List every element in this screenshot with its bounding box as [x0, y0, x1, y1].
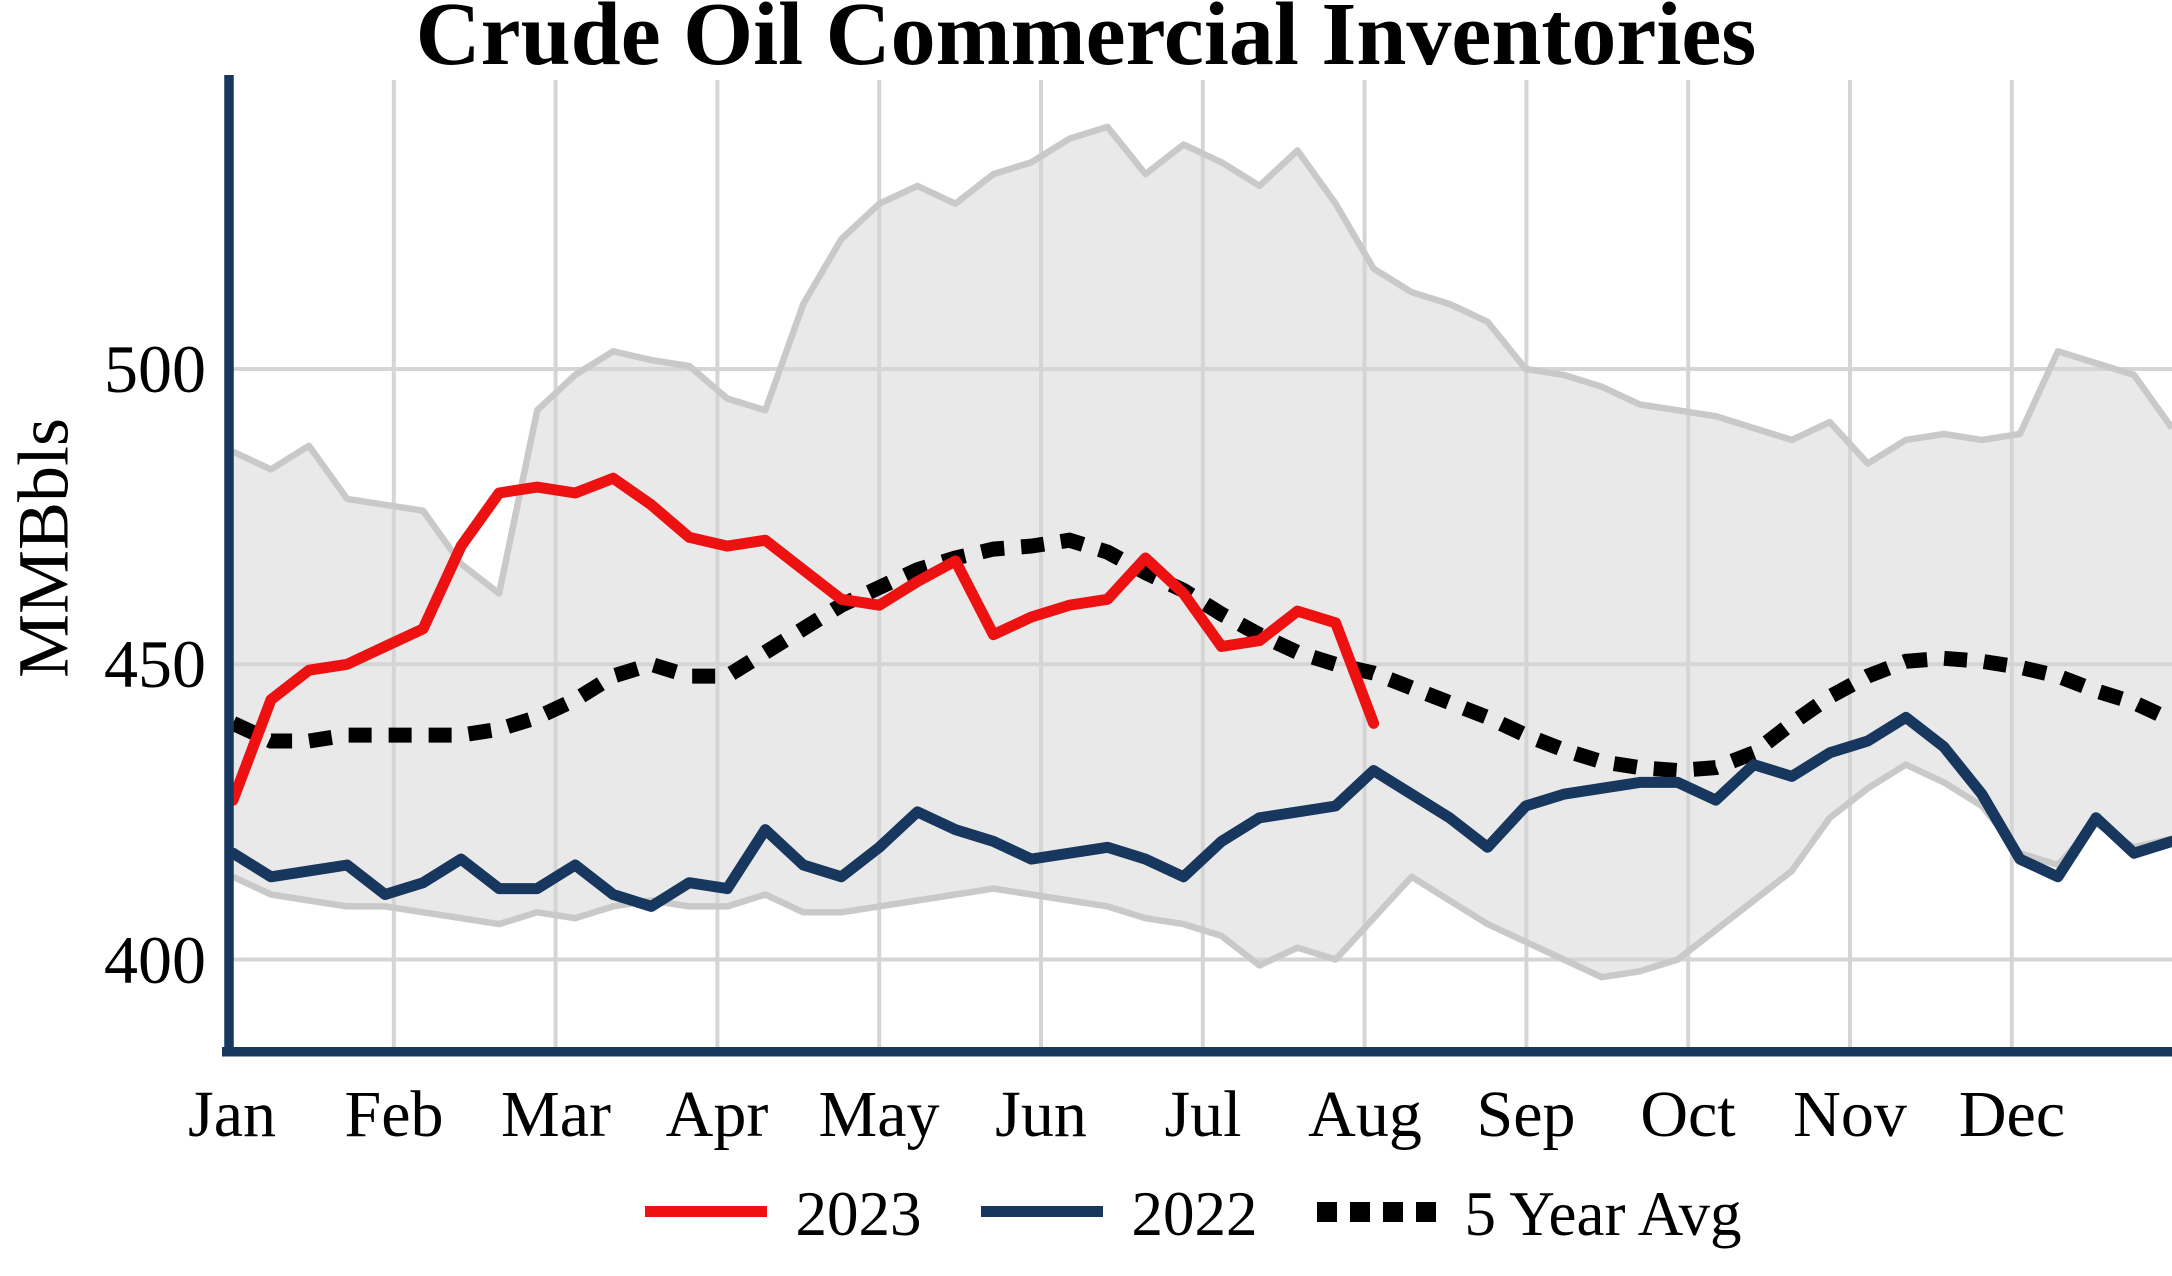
legend-dashed-line-icon — [1317, 1201, 1437, 1222]
legend-item-5-year-avg: 5 Year Avg — [1317, 1179, 1742, 1249]
legend-item-2022: 2022 — [981, 1179, 1258, 1249]
band-bottom-edge — [231, 761, 2172, 981]
y-tick-label: 500 — [104, 331, 206, 407]
legend-label: 2023 — [795, 1179, 922, 1249]
x-tick-label-feb: Feb — [344, 1078, 444, 1151]
x-tick-label-nov: Nov — [1793, 1078, 1907, 1151]
legend-line-icon — [981, 1206, 1104, 1218]
legend-line-icon — [645, 1206, 768, 1218]
x-tick-label-jan: Jan — [188, 1078, 276, 1151]
legend-label: 5 Year Avg — [1464, 1179, 1742, 1249]
x-tick-label-jun: Jun — [995, 1078, 1087, 1151]
series-2022-line — [227, 711, 2172, 912]
legend: 2023 2022 5 Year Avg — [0, 1179, 2172, 1249]
x-tick-label-oct: Oct — [1640, 1078, 1736, 1151]
x-tick-label-aug: Aug — [1308, 1078, 1422, 1151]
y-tick-label: 450 — [104, 626, 206, 702]
x-tick-label-apr: Apr — [665, 1078, 769, 1151]
x-tick-label-may: May — [818, 1078, 940, 1151]
y-tick-label: 400 — [104, 922, 206, 998]
series-2023-line — [227, 472, 1380, 806]
x-tick-label-sep: Sep — [1476, 1078, 1576, 1151]
x-tick-label-dec: Dec — [1958, 1078, 2066, 1151]
chart-title: Crude Oil Commercial Inventories — [415, 0, 1757, 84]
x-axis — [222, 1047, 2172, 1057]
legend-label: 2022 — [1131, 1179, 1258, 1249]
legend-item-2023: 2023 — [645, 1179, 922, 1249]
x-tick-label-mar: Mar — [501, 1078, 611, 1151]
y-axis — [224, 75, 234, 1057]
series-5-year-avg-line — [229, 532, 2172, 779]
x-tick-label-jul: Jul — [1164, 1078, 1242, 1151]
band-top-edge — [231, 123, 2172, 597]
